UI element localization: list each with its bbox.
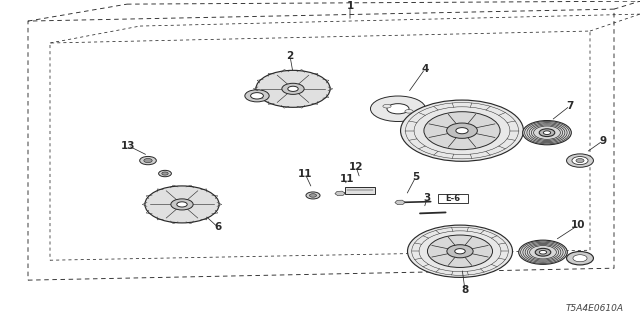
Circle shape: [540, 251, 547, 254]
Circle shape: [401, 100, 524, 161]
Circle shape: [523, 121, 572, 145]
Text: 6: 6: [214, 222, 221, 232]
Circle shape: [251, 92, 264, 99]
Text: 12: 12: [349, 162, 364, 172]
Ellipse shape: [387, 104, 409, 114]
Text: 10: 10: [571, 220, 585, 230]
Circle shape: [535, 248, 551, 256]
Circle shape: [177, 202, 187, 207]
Circle shape: [573, 255, 587, 262]
Text: 2: 2: [286, 51, 294, 61]
Circle shape: [159, 170, 172, 177]
Circle shape: [543, 131, 550, 134]
Circle shape: [144, 158, 152, 163]
Ellipse shape: [371, 96, 426, 122]
Circle shape: [566, 252, 593, 265]
Circle shape: [447, 245, 473, 258]
Circle shape: [282, 83, 304, 94]
Circle shape: [456, 128, 468, 134]
Ellipse shape: [405, 109, 413, 113]
Text: 8: 8: [461, 285, 468, 295]
Circle shape: [455, 249, 465, 254]
Circle shape: [428, 235, 493, 268]
Circle shape: [306, 192, 320, 199]
Circle shape: [447, 123, 477, 138]
Circle shape: [171, 199, 193, 210]
Circle shape: [408, 225, 513, 277]
Text: 9: 9: [600, 136, 607, 146]
Text: 5: 5: [412, 172, 420, 181]
Circle shape: [566, 154, 593, 167]
Circle shape: [310, 194, 317, 197]
Circle shape: [540, 129, 555, 137]
Circle shape: [576, 159, 584, 163]
Circle shape: [572, 156, 588, 164]
FancyBboxPatch shape: [438, 194, 468, 203]
Circle shape: [162, 172, 168, 175]
Text: E-6: E-6: [445, 194, 461, 203]
Ellipse shape: [383, 104, 391, 108]
Text: T5A4E0610A: T5A4E0610A: [566, 304, 624, 313]
Circle shape: [245, 90, 269, 102]
Text: 11: 11: [298, 169, 312, 179]
Text: 1: 1: [346, 1, 354, 11]
FancyBboxPatch shape: [344, 187, 375, 194]
Text: 7: 7: [566, 101, 573, 111]
Text: 3: 3: [424, 193, 431, 204]
Circle shape: [518, 240, 567, 264]
Text: 11: 11: [340, 173, 355, 183]
Text: 4: 4: [421, 64, 429, 74]
Circle shape: [288, 86, 298, 92]
Circle shape: [256, 70, 330, 107]
Circle shape: [140, 156, 156, 165]
Text: 13: 13: [121, 140, 135, 151]
Circle shape: [145, 186, 219, 223]
Circle shape: [424, 112, 500, 150]
